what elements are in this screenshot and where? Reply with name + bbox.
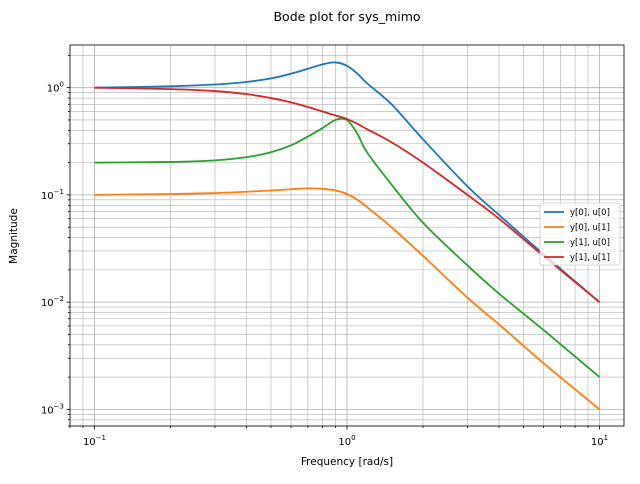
series-line-1 <box>94 187 601 411</box>
x-axis-label: Frequency [rad/s] <box>300 456 394 468</box>
legend-label-0: y[0], u[0] <box>570 208 610 218</box>
series-line-0 <box>94 61 601 303</box>
legend-label-2: y[1], u[0] <box>570 238 610 248</box>
series-line-2 <box>94 117 601 378</box>
legend-box <box>539 202 621 266</box>
y-tick-label: 10−3 <box>41 402 64 416</box>
x-tick-label: 100 <box>338 434 355 448</box>
grid-layer <box>69 45 624 427</box>
legend: y[0], u[0] y[0], u[1] y[1], u[0] y[1], u[1] <box>539 202 621 266</box>
y-tick-label: 100 <box>47 81 64 95</box>
y-tick-label: 10−2 <box>41 295 64 309</box>
chart-title: Bode plot for sys_mimo <box>273 9 421 24</box>
series-line-3 <box>94 86 601 303</box>
y-axis-label: Magnitude <box>8 208 20 264</box>
tick-layer: 10−1 100 101 10−3 10−2 10−1 100 <box>41 54 608 448</box>
legend-label-3: y[1], u[1] <box>570 253 610 263</box>
y-tick-label: 10−1 <box>41 188 64 202</box>
x-tick-label: 101 <box>591 434 608 448</box>
legend-label-1: y[0], u[1] <box>570 223 610 233</box>
series-layer <box>94 61 601 411</box>
x-tick-label: 10−1 <box>83 434 106 448</box>
